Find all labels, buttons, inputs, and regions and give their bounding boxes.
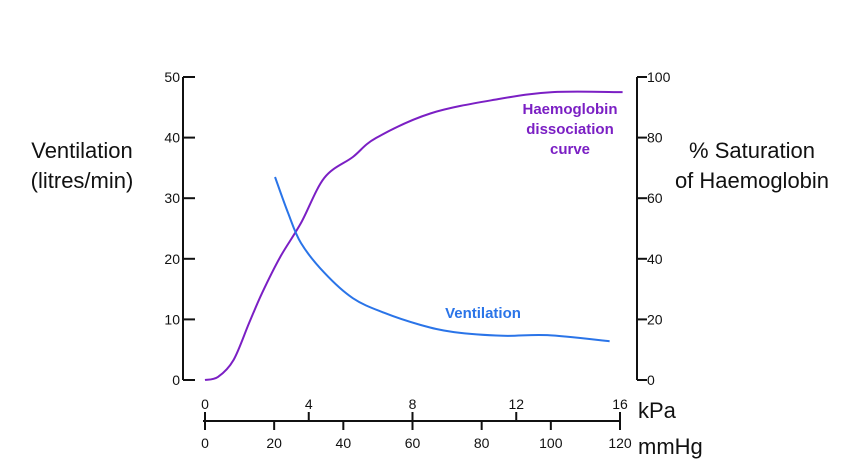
right-axis-label-line2: of Haemoglobin xyxy=(675,168,829,193)
mmhg-tick-label: 100 xyxy=(539,435,563,451)
haemoglobin-curve xyxy=(204,90,623,381)
left-axis-tick-label: 10 xyxy=(164,311,180,327)
hb-label-line2: dissociation xyxy=(526,121,614,138)
ventilation-curve xyxy=(274,176,610,343)
left-axis-tick-label: 0 xyxy=(172,372,180,388)
kpa-tick-label: 8 xyxy=(409,396,417,412)
mmhg-tick-label: 120 xyxy=(608,435,632,451)
kpa-tick-label: 0 xyxy=(201,396,209,412)
right-axis-tick-label: 60 xyxy=(647,190,663,206)
right-axis-tick-label: 20 xyxy=(647,311,663,327)
left-axis-tick-label: 20 xyxy=(164,251,180,267)
mmhg-tick-label: 60 xyxy=(405,435,421,451)
kpa-tick-label: 4 xyxy=(305,396,313,412)
mmhg-tick-label: 20 xyxy=(266,435,282,451)
right-axis-tick-label: 40 xyxy=(647,251,663,267)
left-axis-tick-label: 40 xyxy=(164,130,180,146)
mmhg-unit-label: mmHg xyxy=(638,434,703,459)
kpa-tick-label: 12 xyxy=(508,396,524,412)
hb-label-line3: curve xyxy=(550,141,590,158)
mmhg-tick-label: 0 xyxy=(201,435,209,451)
right-axis-tick-label: 80 xyxy=(647,130,663,146)
ventilation-label: Ventilation xyxy=(445,305,521,322)
hb-label-line1: Haemoglobin xyxy=(522,101,617,118)
left-axis-label-line1: Ventilation xyxy=(31,138,133,163)
kpa-tick-label: 16 xyxy=(612,396,628,412)
left-axis-tick-label: 50 xyxy=(164,69,180,85)
right-axis-label-line1: % Saturation xyxy=(689,138,815,163)
right-axis-tick-label: 0 xyxy=(647,372,655,388)
left-axis-label-line2: (litres/min) xyxy=(31,168,134,193)
right-axis-tick-label: 100 xyxy=(647,69,671,85)
mmhg-tick-label: 40 xyxy=(336,435,352,451)
mmhg-tick-label: 80 xyxy=(474,435,490,451)
left-axis-tick-label: 30 xyxy=(164,190,180,206)
kpa-unit-label: kPa xyxy=(638,398,677,423)
